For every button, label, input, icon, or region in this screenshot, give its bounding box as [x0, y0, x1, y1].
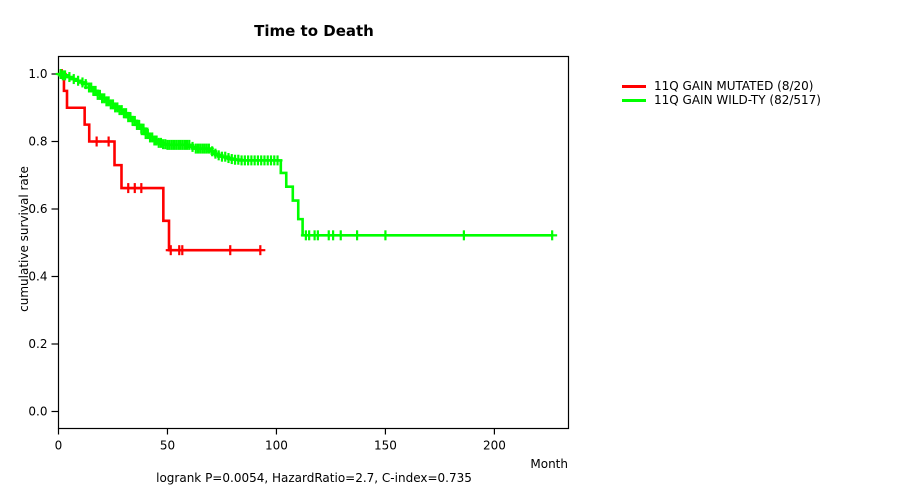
chart-title: Time to Death: [254, 22, 374, 40]
legend-swatch-line: [622, 98, 646, 102]
x-axis-tick-label: 50: [160, 439, 175, 453]
y-axis-tick-label: 1.0: [28, 67, 47, 81]
y-axis-label: cumulative survival rate: [17, 166, 31, 312]
y-axis-tick-label: 0.6: [28, 202, 47, 216]
x-axis-tick-label: 100: [265, 439, 288, 453]
legend-label: 11Q GAIN MUTATED (8/20): [654, 79, 814, 93]
x-axis-tick-label: 200: [483, 439, 506, 453]
y-axis-tick-label: 0.8: [28, 135, 47, 149]
legend: 11Q GAIN MUTATED (8/20) 11Q GAIN WILD-TY …: [622, 79, 821, 107]
survival-curve-11q-gain-wild-ty-82-517: [58, 72, 554, 237]
legend-item: 11Q GAIN WILD-TY (82/517): [622, 93, 821, 107]
survival-curve-11q-gain-mutated-8-20: [58, 72, 261, 252]
x-axis-label: Month: [530, 457, 568, 471]
y-axis-tick-label: 0.0: [28, 405, 47, 419]
y-axis-tick-label: 0.4: [28, 270, 47, 284]
legend-item: 11Q GAIN MUTATED (8/20): [622, 79, 821, 93]
x-axis-tick-label: 150: [374, 439, 397, 453]
legend-label: 11Q GAIN WILD-TY (82/517): [654, 93, 821, 107]
plot-box: [57, 55, 570, 430]
legend-swatch-line: [622, 84, 646, 88]
stats-annotation: logrank P=0.0054, HazardRatio=2.7, C-ind…: [156, 471, 472, 485]
x-axis-tick-label: 0: [55, 439, 63, 453]
y-axis-tick-label: 0.2: [28, 337, 47, 351]
